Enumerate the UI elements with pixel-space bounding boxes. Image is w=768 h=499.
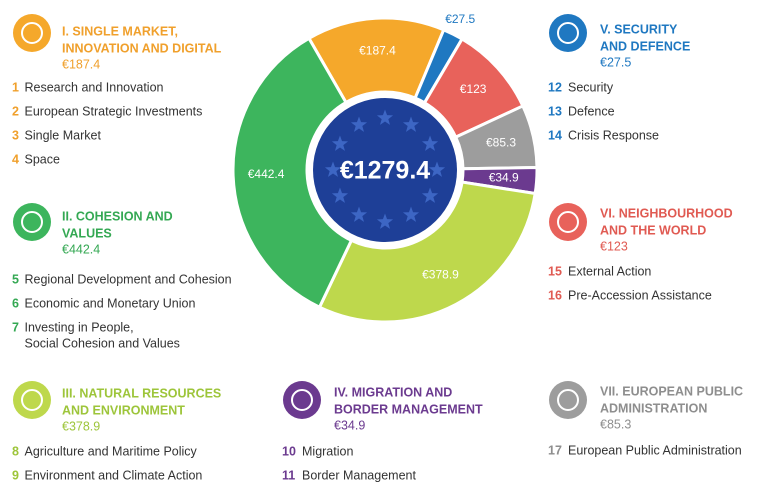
item-number: 6: [12, 296, 19, 310]
section-icon-glyph: [21, 211, 43, 233]
item-number: 14: [548, 128, 562, 142]
item-number: 2: [12, 104, 19, 118]
section-icon: [283, 381, 321, 419]
item-text: Agriculture and Maritime Policy: [25, 444, 198, 458]
section-icon-glyph: [557, 22, 579, 44]
section-title: II. COHESION AND: [62, 209, 173, 223]
item-text: Research and Innovation: [25, 80, 164, 94]
section-title: VALUES: [62, 226, 112, 240]
segment-label: €27.5: [445, 12, 475, 26]
section-title: BORDER MANAGEMENT: [334, 402, 483, 416]
eu-star: [331, 187, 349, 203]
eu-star: [402, 206, 420, 222]
eu-star: [421, 187, 439, 203]
eu-star: [421, 135, 439, 151]
section-icon: [13, 381, 51, 419]
section-amount: €27.5: [600, 55, 631, 69]
segment-label: €85.3: [486, 136, 516, 150]
donut-segment: [317, 180, 537, 324]
item-number: 17: [548, 443, 562, 457]
item-text: Space: [25, 152, 60, 166]
item-number: 11: [282, 468, 295, 482]
section-amount: €378.9: [62, 419, 100, 433]
item-number: 4: [12, 152, 19, 166]
segment-label: €187.4: [359, 43, 396, 57]
section-icon-glyph: [291, 389, 313, 411]
item-text: Crisis Response: [568, 128, 659, 142]
item-text: Social Cohesion and Values: [25, 336, 180, 350]
item-text: Investing in People,: [25, 320, 134, 334]
item-number: 15: [548, 264, 562, 278]
item-text: External Action: [568, 264, 651, 278]
section-icon-glyph: [21, 389, 43, 411]
total-label: €1279.4: [340, 157, 430, 185]
section-amount: €187.4: [62, 57, 100, 71]
section-icon: [549, 203, 587, 241]
section-icon-glyph: [557, 211, 579, 233]
segment-label: €378.9: [422, 267, 459, 281]
section-icon-glyph: [21, 22, 43, 44]
item-text: Single Market: [25, 128, 102, 142]
section-title: IV. MIGRATION AND: [334, 385, 452, 399]
segment-label: €123: [460, 82, 487, 96]
section-title: AND ENVIRONMENT: [62, 403, 185, 417]
eu-star: [331, 135, 349, 151]
section-title: V. SECURITY: [600, 22, 678, 36]
item-text: European Public Administration: [568, 443, 742, 457]
item-number: 3: [12, 128, 19, 142]
item-number: 8: [12, 444, 19, 458]
eu-star: [402, 116, 420, 132]
item-number: 5: [12, 272, 19, 286]
section-title: I. SINGLE MARKET,: [62, 24, 178, 38]
section-icon: [13, 14, 51, 52]
item-number: 12: [548, 80, 562, 94]
eu-star: [324, 161, 342, 177]
section-title: III. NATURAL RESOURCES: [62, 386, 221, 400]
item-text: Regional Development and Cohesion: [25, 272, 232, 286]
item-text: Economic and Monetary Union: [25, 296, 196, 310]
section-title: AND THE WORLD: [600, 223, 706, 237]
item-text: European Strategic Investments: [25, 104, 203, 118]
item-number: 7: [12, 320, 19, 334]
eu-star: [376, 109, 394, 125]
center-total: [313, 98, 457, 242]
section-title: ADMINISTRATION: [600, 401, 707, 415]
section-icon: [549, 14, 587, 52]
item-text: Security: [568, 80, 614, 94]
item-text: Defence: [568, 104, 615, 118]
section-title: AND DEFENCE: [600, 39, 690, 53]
item-number: 16: [548, 288, 562, 302]
section-icon: [13, 203, 51, 241]
section-title: VII. EUROPEAN PUBLIC: [600, 384, 743, 398]
eu-star: [350, 116, 368, 132]
section-icon-glyph: [557, 389, 579, 411]
section-icon: [549, 381, 587, 419]
item-number: 9: [12, 468, 19, 482]
section-amount: €85.3: [600, 417, 631, 431]
item-text: Pre-Accession Assistance: [568, 288, 712, 302]
item-text: Environment and Climate Action: [25, 468, 203, 482]
item-text: Migration: [302, 444, 353, 458]
item-number: 13: [548, 104, 562, 118]
section-title: INNOVATION AND DIGITAL: [62, 41, 222, 55]
segment-label: €442.4: [248, 167, 285, 181]
item-number: 1: [12, 80, 19, 94]
eu-star: [376, 213, 394, 229]
item-text: Border Management: [302, 468, 416, 482]
section-amount: €442.4: [62, 242, 100, 256]
section-title: VI. NEIGHBOURHOOD: [600, 206, 733, 220]
donut-segment: [231, 36, 354, 310]
eu-star: [428, 161, 446, 177]
eu-star: [350, 206, 368, 222]
section-amount: €123: [600, 239, 628, 253]
item-number: 10: [282, 444, 296, 458]
segment-label: €34.9: [489, 170, 519, 184]
section-amount: €34.9: [334, 418, 365, 432]
